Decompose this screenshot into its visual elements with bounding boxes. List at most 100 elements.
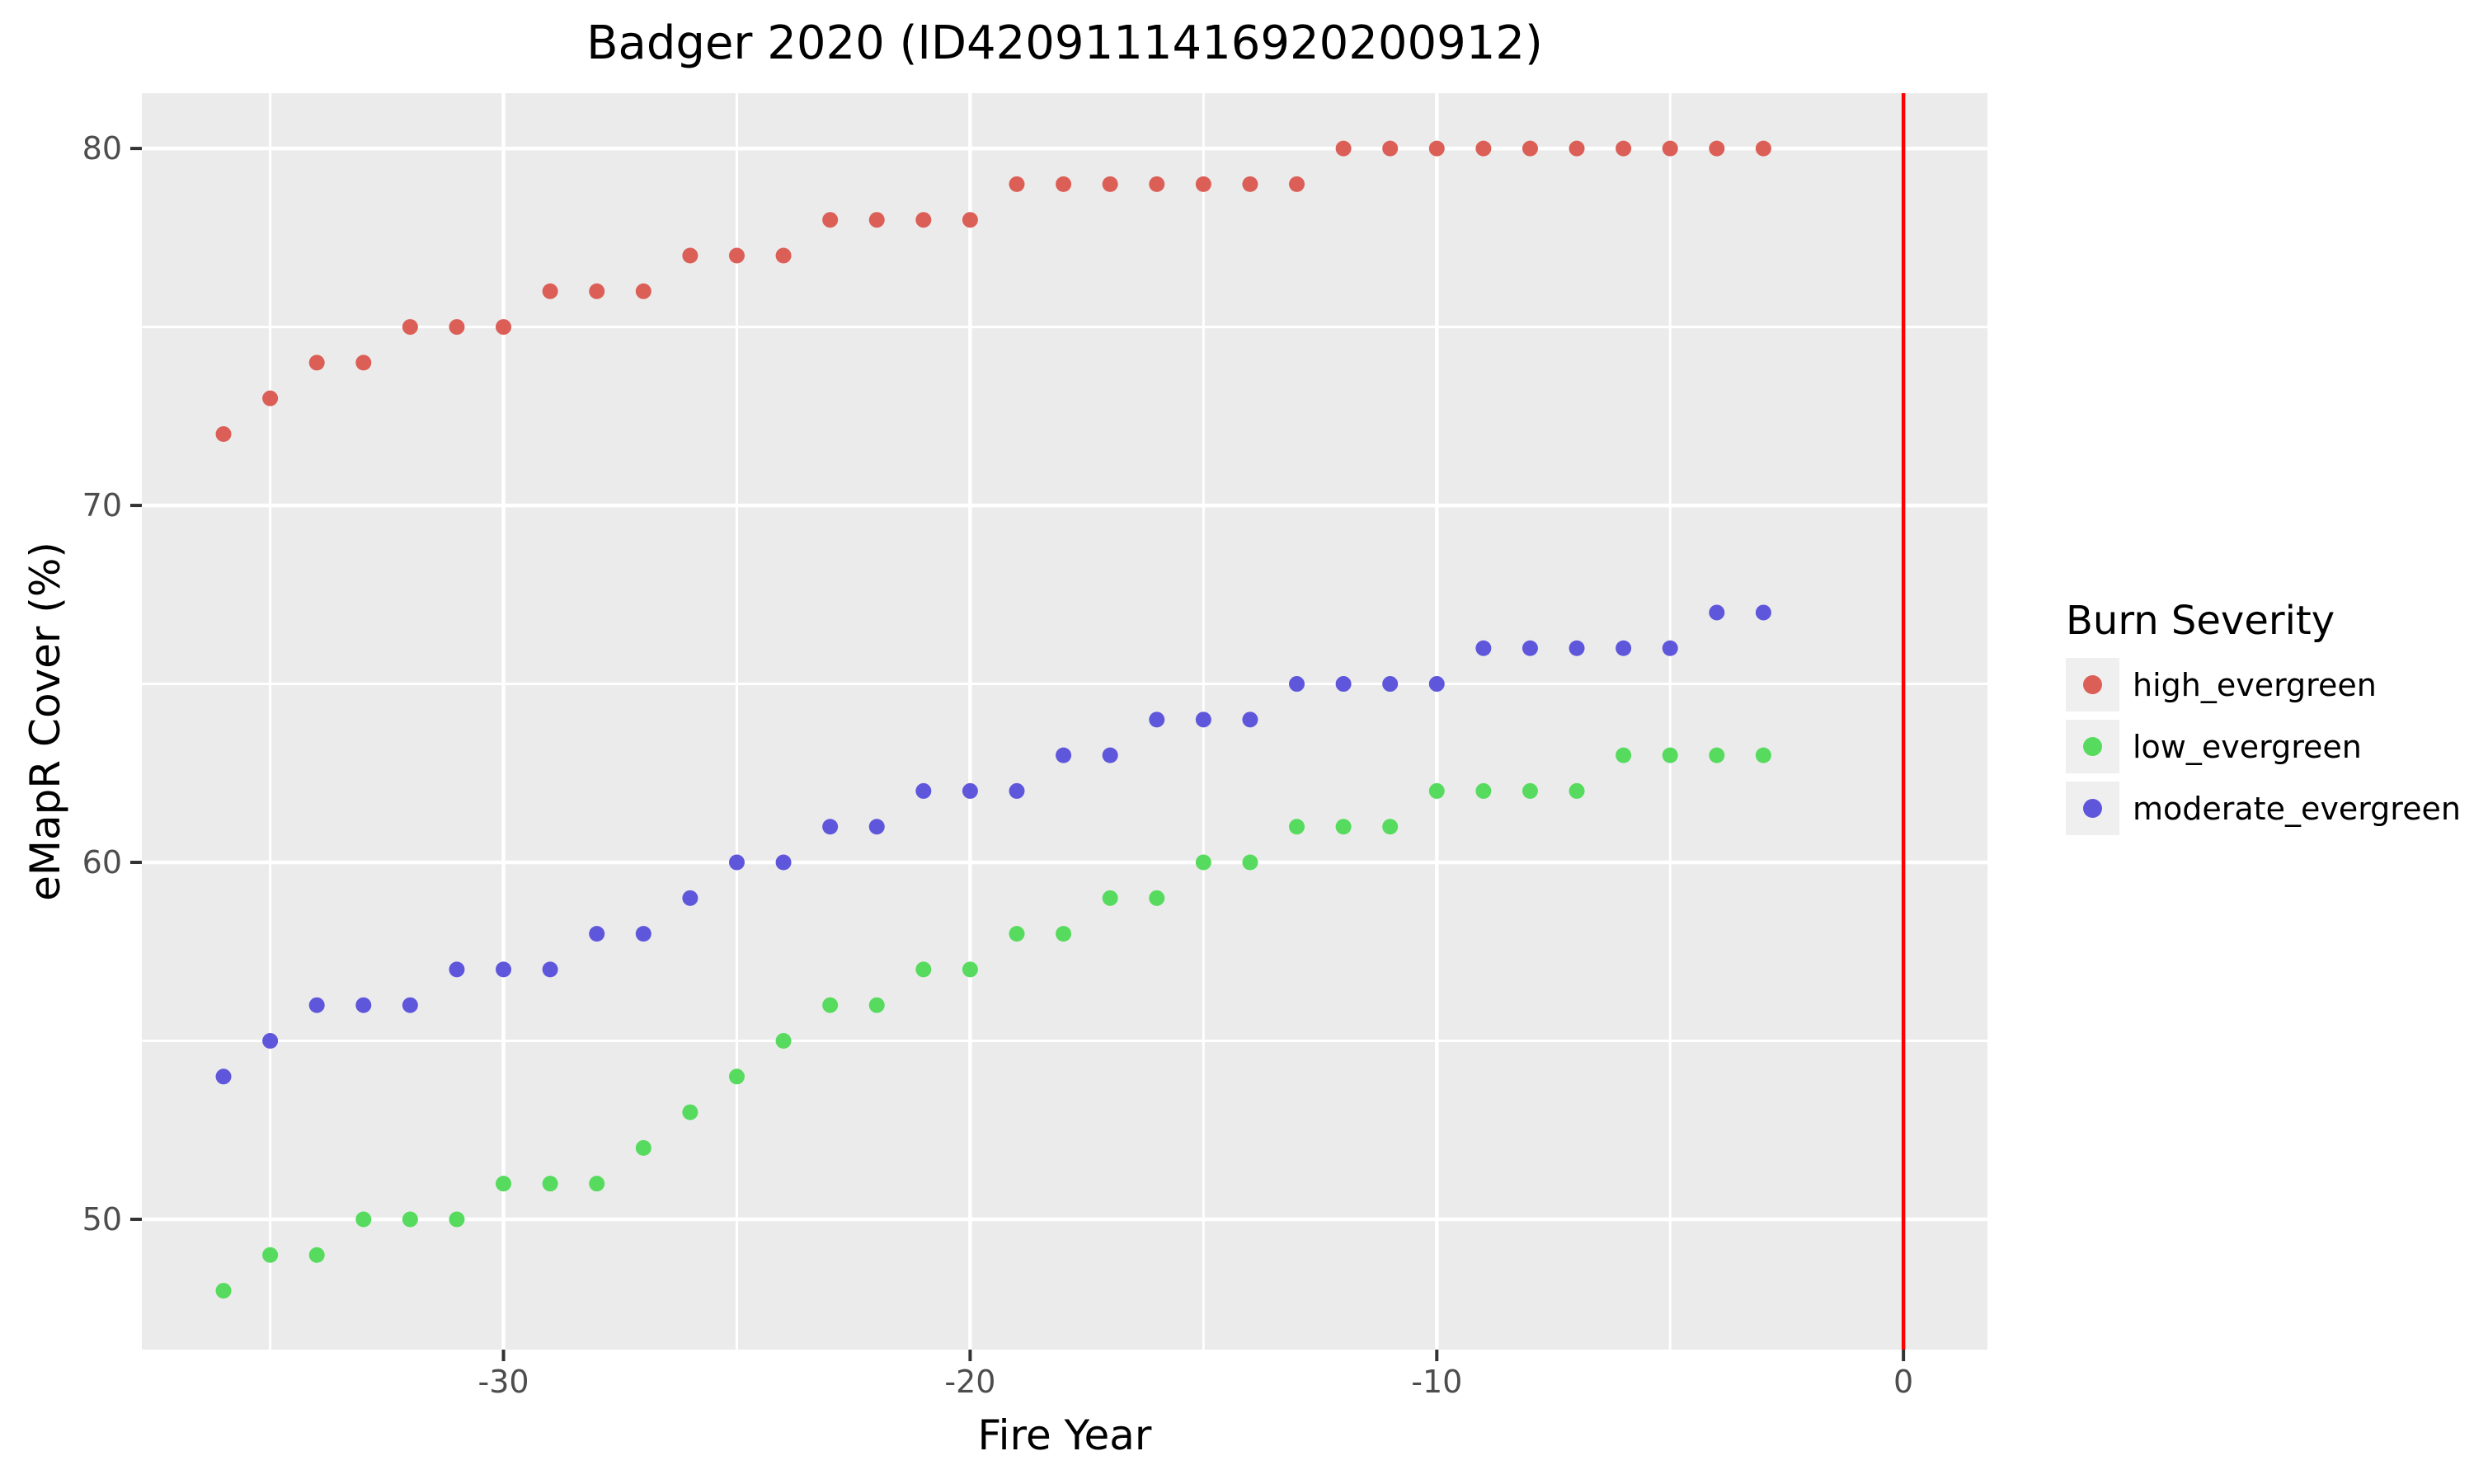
data-point [1102,747,1118,763]
x-tick-label: 0 [1893,1364,1913,1400]
data-point [1289,819,1305,835]
data-point [915,782,932,799]
data-point [355,1211,372,1228]
data-point [542,283,558,299]
data-point [355,355,372,371]
y-axis-title: eMapR Cover (%) [21,542,69,901]
data-point [542,1176,558,1192]
data-point [1662,640,1678,656]
data-point [449,961,465,978]
data-point [1428,782,1445,799]
data-point [868,997,885,1013]
data-point [1382,140,1399,157]
data-point [449,319,465,336]
data-point [1569,640,1585,656]
data-point [1522,640,1538,656]
data-point [1009,926,1025,942]
data-point [1475,782,1492,799]
tick-marks [130,147,1906,1361]
data-point [1616,640,1632,656]
data-point [775,247,792,264]
data-point [496,961,512,978]
data-point [1616,747,1632,763]
data-point [1475,640,1492,656]
data-point [1755,604,1771,621]
x-tick-label: -20 [944,1364,995,1400]
data-point [635,1139,651,1156]
data-point [262,1247,279,1263]
legend-entry-label: high_evergreen [2133,666,2377,703]
data-point [728,247,745,264]
data-point [1289,676,1305,693]
data-point [962,961,978,978]
data-point [542,961,558,978]
data-point [262,1032,279,1049]
data-point [402,1211,418,1228]
data-point [868,212,885,228]
data-point [1522,140,1538,157]
data-point [402,319,418,336]
data-point [822,819,839,835]
legend-title: Burn Severity [2066,598,2335,644]
data-point [1709,747,1725,763]
data-point [1056,747,1072,763]
data-point [635,283,651,299]
data-point [1195,854,1211,871]
data-point [962,782,978,799]
data-point [589,283,605,299]
data-point [1195,711,1211,728]
data-point [1335,676,1352,693]
data-point [1195,176,1211,192]
legend-key-dot [2083,737,2102,757]
data-point [682,1104,698,1120]
data-point [402,997,418,1013]
data-point [1522,782,1538,799]
data-point [1755,140,1771,157]
data-point [1616,140,1632,157]
data-point [1382,819,1399,835]
data-point [589,926,605,942]
panel-background [142,93,1987,1350]
y-tick-label: 70 [82,487,122,524]
data-point [1056,926,1072,942]
data-point [1009,176,1025,192]
data-point [1755,747,1771,763]
data-point [1709,140,1725,157]
data-point [962,212,978,228]
chart-title: Badger 2020 (ID4209111416920200912) [586,16,1543,70]
legend-key-dot [2083,675,2102,695]
data-point [496,319,512,336]
data-point [1289,176,1305,192]
data-point [1428,140,1445,157]
series-moderate_evergreen [215,604,1771,1085]
data-point [1475,140,1492,157]
data-point [215,425,232,442]
legend-entry-label: low_evergreen [2133,728,2362,765]
x-tick-label: -30 [478,1364,529,1400]
legend: Burn Severity high_evergreen low_evergree… [2066,598,2461,843]
legend-entries: high_evergreen low_evergreen moderate_ever… [2066,658,2461,836]
data-point [1009,782,1025,799]
data-point [215,1283,232,1299]
data-point [308,1247,325,1263]
data-point [1662,747,1678,763]
data-point [308,355,325,371]
legend-key [2066,720,2119,774]
data-point [1428,676,1445,693]
data-point [215,1068,232,1085]
x-tick-labels: -30 -20 -10 0 [478,1364,1914,1400]
data-point [822,212,839,228]
data-point [915,961,932,978]
data-point [1149,176,1165,192]
y-tick-label: 80 [82,130,122,167]
legend-key [2066,658,2119,712]
data-point [355,997,372,1013]
legend-entry-low_evergreen: low_evergreen [2066,720,2461,774]
data-point [496,1176,512,1192]
data-point [1242,711,1258,728]
x-tick-label: -10 [1411,1364,1462,1400]
y-tick-labels: 50 60 70 80 [82,130,122,1237]
data-point [682,890,698,906]
